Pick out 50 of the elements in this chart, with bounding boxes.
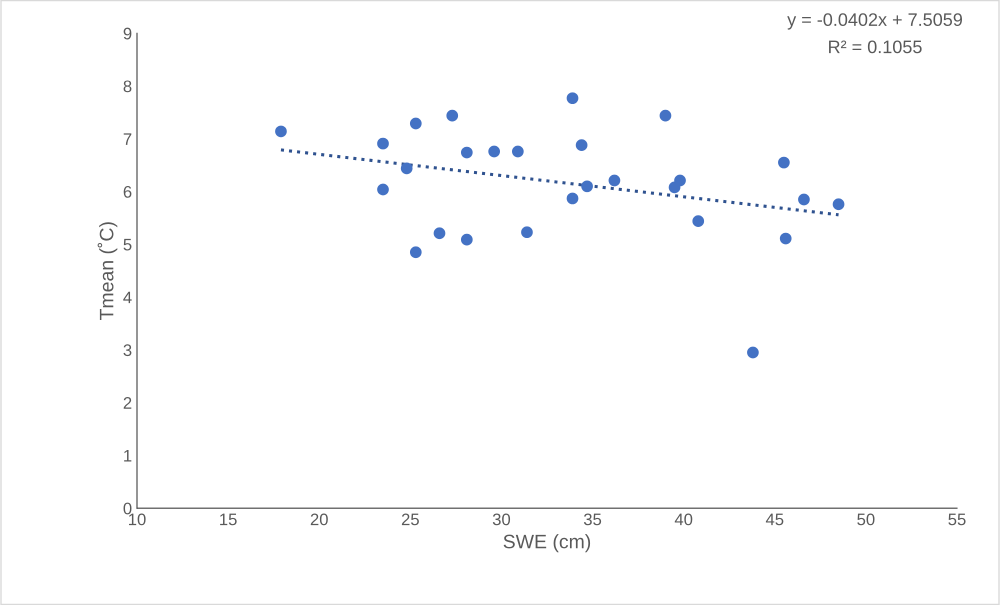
y-tick-label: 9: [124, 28, 132, 40]
point: [377, 138, 389, 150]
x-tick-label: 20: [310, 514, 328, 526]
y-axis-title: Tmean (˚C): [98, 222, 118, 320]
text: y = -0.0402x + 7.5059: [787, 13, 962, 30]
point: [778, 156, 790, 168]
point: [566, 92, 578, 104]
point: [410, 246, 422, 258]
y-tick-label: 5: [124, 238, 132, 251]
point: [780, 232, 792, 244]
point: [410, 118, 422, 130]
point: [446, 110, 458, 122]
point: [488, 146, 500, 158]
point: [608, 174, 620, 186]
point: [460, 234, 473, 246]
point: [576, 139, 588, 151]
y-tick-label: 8: [124, 80, 132, 92]
x-tick-label: 15: [220, 514, 237, 526]
point: [521, 226, 533, 238]
annotation: R² = 0.1055: [829, 40, 922, 54]
point: [674, 174, 686, 186]
point: [400, 162, 413, 174]
y-tick-label: 2: [124, 397, 132, 409]
x-tick-label: 55: [948, 514, 966, 526]
x-tick-label: 45: [766, 514, 784, 526]
point: [747, 346, 759, 358]
y-tick-label: 7: [124, 133, 132, 145]
point: [692, 215, 704, 227]
x-tick-label: 30: [492, 514, 510, 526]
point: [460, 146, 473, 158]
point: [377, 184, 389, 196]
point: [798, 194, 810, 206]
x-tick-label: 35: [584, 514, 602, 526]
y-tick-label: 3: [124, 344, 132, 356]
point: [581, 180, 593, 192]
point: [566, 192, 578, 204]
point: [434, 227, 446, 240]
point: [832, 198, 844, 210]
point: [512, 146, 524, 158]
point: [660, 110, 672, 122]
y-tick-label: 6: [124, 186, 132, 198]
x-tick-label: 40: [674, 514, 692, 526]
y-tick-label: 4: [123, 292, 132, 304]
x-tick-label: 10: [129, 514, 146, 526]
x-tick-label: 25: [402, 514, 419, 526]
y-tick-label: 0: [124, 502, 132, 514]
x-tick-label: 50: [857, 514, 875, 526]
point: [275, 126, 287, 138]
x-axis-title: SWE (cm): [504, 534, 590, 552]
y-tick-label: 1: [124, 450, 132, 462]
